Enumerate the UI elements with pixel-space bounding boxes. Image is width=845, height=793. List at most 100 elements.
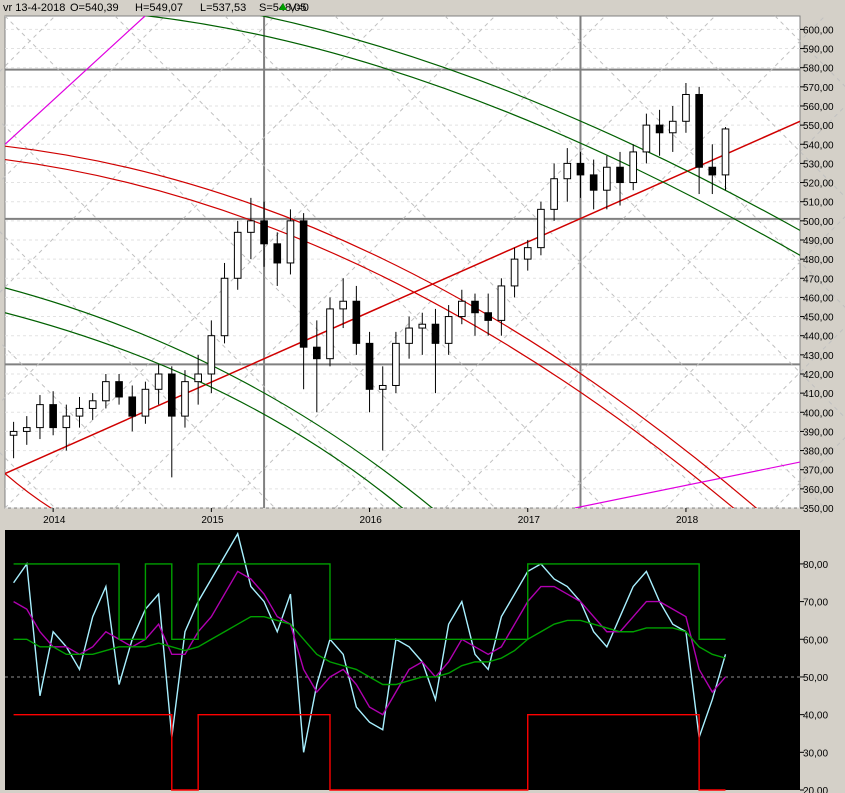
price-tick-label: 460,00 xyxy=(803,293,834,304)
candle-body xyxy=(431,323,440,344)
candle-body xyxy=(207,335,216,375)
candle-body xyxy=(576,162,585,176)
arc-line-green xyxy=(5,287,434,508)
osc-tick-label: 50,00 xyxy=(803,673,828,684)
arc-line-red xyxy=(5,145,758,508)
price-tick-label: 430,00 xyxy=(803,351,834,362)
candle-body xyxy=(88,400,97,409)
price-tick-label: 370,00 xyxy=(803,466,834,477)
candle-body xyxy=(642,124,651,153)
candle-body xyxy=(75,407,84,417)
candle-body xyxy=(167,373,176,417)
osc-tick-label: 60,00 xyxy=(803,635,828,646)
candle-body xyxy=(550,178,558,210)
candle-body xyxy=(510,258,519,287)
price-tick-label: 530,00 xyxy=(803,159,834,170)
osc-tick-label: 40,00 xyxy=(803,711,828,722)
candle-body xyxy=(365,342,374,390)
candle-body xyxy=(49,404,57,429)
price-tick-label: 440,00 xyxy=(803,332,834,343)
candle-body xyxy=(392,342,400,386)
candle-body xyxy=(405,327,413,344)
time-tick-label: 2016 xyxy=(360,515,383,526)
candle-body xyxy=(115,381,123,398)
osc-series-line xyxy=(13,713,726,791)
candle-body xyxy=(603,166,611,191)
price-tick-label: 380,00 xyxy=(803,447,834,458)
candle-body xyxy=(128,396,137,417)
diagonal-guide xyxy=(334,15,826,509)
price-tick-label: 550,00 xyxy=(803,121,834,132)
oscillator-lines xyxy=(5,531,800,791)
candle-body xyxy=(458,300,466,318)
osc-tick-label: 20,00 xyxy=(803,786,828,793)
time-tick-label: 2017 xyxy=(518,515,541,526)
osc-tick-label: 70,00 xyxy=(803,598,828,609)
price-tick-label: 600,00 xyxy=(803,25,834,36)
diagonal-guide xyxy=(664,15,845,198)
time-tick-label: 2018 xyxy=(676,515,699,526)
header-volume: V=0 xyxy=(289,2,309,14)
candle-body xyxy=(721,128,730,176)
oscillator-axis: 20,00 30,00 40,00 50,00 60,00 70,00 80,00 xyxy=(800,560,828,793)
price-tick-label: 510,00 xyxy=(803,198,834,209)
header-date: vr 13-4-2018 xyxy=(3,2,65,14)
fan-line-magenta xyxy=(574,461,800,508)
candle-body xyxy=(326,308,334,360)
diagonal-guide xyxy=(0,120,386,509)
candle-body xyxy=(36,404,44,429)
candle-body xyxy=(194,373,202,383)
candle-body xyxy=(537,208,545,249)
arc-line-red xyxy=(5,158,735,508)
osc-tick-label: 30,00 xyxy=(803,748,828,759)
price-tick-label: 490,00 xyxy=(803,236,834,247)
candle-body xyxy=(589,174,598,191)
price-tick-label: 410,00 xyxy=(803,389,834,400)
candle-body xyxy=(181,381,189,417)
rising-trend-line xyxy=(5,120,800,475)
candle-body xyxy=(668,120,677,134)
candle-body xyxy=(299,220,308,348)
price-grid xyxy=(0,15,845,509)
candle-body xyxy=(563,162,572,180)
price-tick-label: 480,00 xyxy=(803,255,834,266)
oscillator-pane xyxy=(5,530,800,790)
time-tick-label: 2014 xyxy=(43,515,66,526)
candle-body xyxy=(141,388,150,417)
diagonal-guide xyxy=(0,231,276,509)
diagonal-guide xyxy=(0,341,166,509)
price-tick-label: 470,00 xyxy=(803,274,834,285)
price-tick-label: 560,00 xyxy=(803,102,834,113)
candle-series xyxy=(9,83,730,478)
candle-body xyxy=(220,277,229,337)
candle-body xyxy=(247,220,255,233)
candle-body xyxy=(154,373,163,390)
header-low: L=537,53 xyxy=(200,2,246,14)
candle-body xyxy=(629,151,638,184)
trend-lines xyxy=(5,16,800,508)
price-tick-label: 500,00 xyxy=(803,217,834,228)
arc-line-green xyxy=(142,16,800,256)
candle-body xyxy=(352,300,361,344)
osc-tick-label: 80,00 xyxy=(803,560,828,571)
header-open: O=540,39 xyxy=(70,2,119,14)
diagonal-guide xyxy=(114,15,606,509)
price-tick-label: 400,00 xyxy=(803,408,834,419)
candle-body xyxy=(418,323,427,329)
candle-body xyxy=(471,300,479,314)
candle-body xyxy=(22,427,31,432)
diagonal-guide xyxy=(554,15,845,308)
price-tick-label: 540,00 xyxy=(803,140,834,151)
price-tick-label: 350,00 xyxy=(803,504,834,515)
candle-body xyxy=(708,166,717,176)
candle-body xyxy=(378,384,387,390)
price-tick-label: 590,00 xyxy=(803,45,834,56)
candle-body xyxy=(695,93,703,168)
arc-line-green xyxy=(5,312,404,508)
price-tick-label: 420,00 xyxy=(803,370,834,381)
price-tick-label: 390,00 xyxy=(803,427,834,438)
candle-body xyxy=(523,247,532,260)
candle-body xyxy=(233,231,242,279)
price-pane xyxy=(4,15,801,509)
arc-line-red xyxy=(5,473,52,508)
